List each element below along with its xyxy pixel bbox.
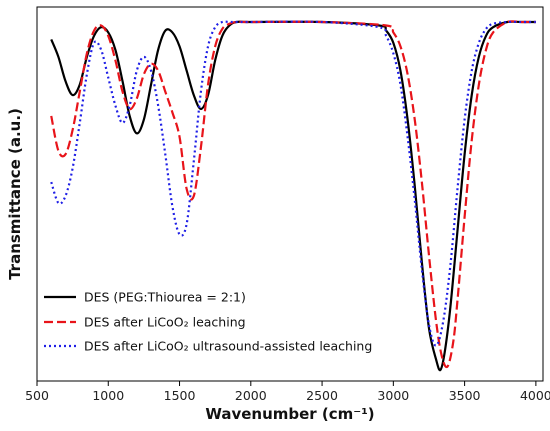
x-tick-label: 4000 [520, 388, 550, 403]
x-axis-title: Wavenumber (cm⁻¹) [205, 405, 374, 423]
legend: DES (PEG:Thiourea = 2:1) DES after LiCoO₂… [44, 290, 372, 354]
x-tick-label: 3500 [449, 388, 481, 403]
x-tick-label: 2500 [306, 388, 338, 403]
series-layer [50, 20, 536, 372]
legend-label-3: DES after LiCoO₂ ultrasound-assisted lea… [84, 339, 372, 354]
x-tick-label: 1500 [164, 388, 196, 403]
x-tick-label: 1000 [92, 388, 124, 403]
legend-label-2: DES after LiCoO₂ leaching [84, 315, 246, 330]
x-tick-label: 3000 [377, 388, 409, 403]
series-line-2 [50, 20, 536, 369]
x-tick-label: 2000 [235, 388, 267, 403]
x-tick-label: 500 [25, 388, 49, 403]
x-axis-ticks: 500 1000 1500 2000 2500 3000 3500 4000 [25, 381, 550, 403]
y-axis-title: Transmittance (a.u.) [6, 108, 24, 280]
series-line-1 [50, 20, 536, 372]
series-line-3 [50, 20, 536, 347]
plot-frame [36, 6, 544, 382]
legend-label-1: DES (PEG:Thiourea = 2:1) [84, 290, 246, 305]
